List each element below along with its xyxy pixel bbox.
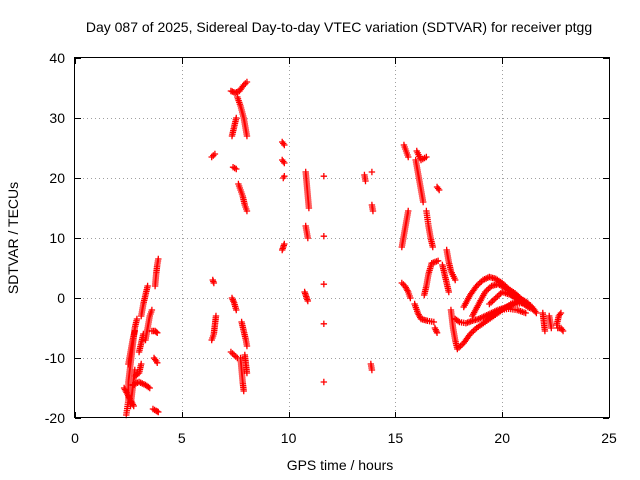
data-point [405,153,412,161]
data-point [368,366,376,374]
data-point [281,240,288,248]
y-tick-labels: -20 -10 0 10 20 30 40 [45,50,65,426]
data-point [154,329,161,336]
data-point [280,140,287,147]
x-axis-label: GPS time / hours [287,457,394,473]
data-point [131,327,139,335]
data-point [155,255,162,263]
data-point [304,297,312,305]
data-point [243,342,251,350]
y-tick-label: 30 [49,110,65,126]
data-point [435,186,443,194]
data-point [429,243,436,251]
data-point [148,306,156,314]
data-point [557,309,565,317]
data-point [320,320,328,327]
data-point [233,306,240,314]
data-point [452,276,459,284]
data-point [240,387,247,395]
y-tick-label: 10 [49,230,65,246]
data-point [320,281,328,288]
grid-lines [75,58,609,418]
data-point [211,150,219,158]
data-point [541,327,549,335]
y-tick-label: -20 [45,410,65,426]
data-point [445,288,452,296]
data-point [320,378,328,386]
x-tick-label: 0 [71,430,79,446]
x-tick-labels: 0 5 10 15 20 25 [71,430,617,446]
data-point [243,78,251,86]
data-point [533,309,540,317]
data-point [155,408,162,416]
data-point [305,204,313,212]
data-point [434,185,442,192]
data-point [281,141,288,149]
data-point [243,132,251,140]
data-point [233,165,240,173]
data-point [233,114,240,122]
data-point [320,173,328,180]
data-point [522,309,529,317]
data-point [454,317,462,325]
data-point [281,159,288,167]
data-point [280,158,287,165]
data-point [138,360,145,368]
y-axis-label: SDTVAR / TECUs [5,182,21,294]
data-point [320,233,328,240]
data-point [304,234,312,242]
data-point [433,329,441,336]
x-tick-label: 5 [178,430,186,446]
x-tick-label: 10 [281,430,297,446]
data-point [559,327,567,335]
data-point [281,173,288,180]
data-point [423,153,430,161]
y-tick-label: 0 [57,290,65,306]
data-point [243,207,251,215]
chart-title: Day 087 of 2025, Sidereal Day-to-day VTE… [86,19,592,35]
data-point [369,207,377,215]
data-point [212,312,220,320]
data-point [548,324,555,332]
y-tick-label: -10 [45,350,65,366]
data-point [243,369,251,377]
y-tick-label: 40 [49,50,65,66]
plot-frame [74,57,610,418]
x-tick-label: 25 [601,430,617,446]
data-point [152,328,160,336]
axis-ticks [75,58,610,419]
x-tick-label: 20 [494,430,510,446]
y-tick-label: 20 [49,170,65,186]
data-points [120,78,567,419]
data-point [368,168,376,176]
data-point [430,318,438,326]
data-point [419,198,427,206]
x-tick-label: 15 [388,430,404,446]
data-point [154,359,161,366]
data-point [146,384,153,392]
data-point [362,177,369,185]
data-point [144,282,151,290]
data-point [133,315,141,323]
data-point [145,383,152,391]
data-point [407,294,414,302]
data-point [405,207,412,215]
data-point [434,257,442,264]
data-point [210,279,218,287]
